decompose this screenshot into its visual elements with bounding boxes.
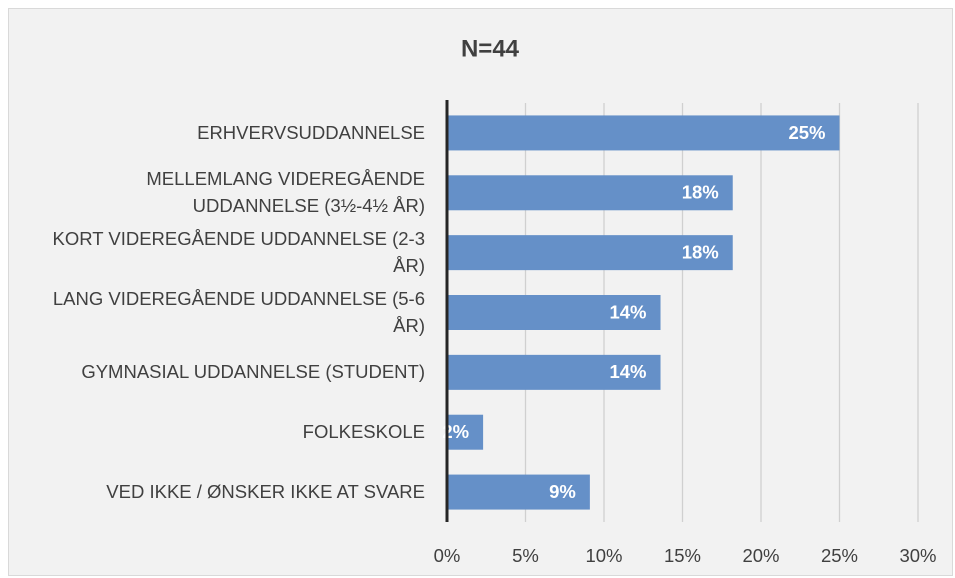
bar (447, 474, 590, 510)
value-label: 14% (609, 361, 646, 382)
bar (447, 115, 840, 151)
bar (447, 175, 733, 211)
value-label: 14% (609, 301, 646, 322)
y-tick-label: KORT VIDEREGÅENDE UDDANNELSE (2-3 ÅR) (52, 227, 426, 276)
x-tick-label: 25% (821, 545, 858, 566)
value-label: 18% (682, 242, 719, 263)
value-label: 18% (682, 182, 719, 203)
y-tick-label: FOLKESKOLE (302, 420, 425, 442)
x-tick-label: 10% (585, 545, 622, 566)
value-label: 2% (442, 421, 469, 442)
value-label: 9% (549, 481, 576, 502)
x-tick-label: 20% (742, 545, 779, 566)
bar (447, 354, 661, 390)
bar (447, 235, 733, 271)
x-tick-label: 30% (899, 545, 936, 566)
y-tick-label: ERHVERVSUDDANNELSE (197, 121, 425, 143)
y-tick-label: GYMNASIAL UDDANNELSE (STUDENT) (81, 360, 425, 382)
bar (447, 295, 661, 330)
value-label: 25% (788, 122, 825, 143)
x-tick-label: 15% (664, 545, 701, 566)
bar (447, 414, 484, 450)
x-tick-label: 0% (434, 545, 461, 566)
chart-title: N=44 (461, 35, 520, 62)
y-tick-label: VED IKKE / ØNSKER IKKE AT SVARE (106, 480, 425, 502)
y-tick-label: MELLEMLANG VIDEREGÅENDE UDDANNELSE (3½-4… (146, 167, 425, 216)
x-tick-label: 5% (512, 545, 539, 566)
y-tick-label: LANG VIDEREGÅENDE UDDANNELSE (5-6 ÅR) (52, 287, 425, 336)
